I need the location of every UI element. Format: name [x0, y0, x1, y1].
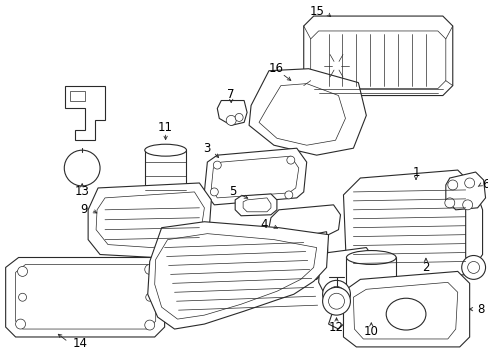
Text: 1: 1	[411, 166, 419, 179]
Text: 8: 8	[476, 303, 483, 316]
Text: 11: 11	[158, 121, 173, 134]
Polygon shape	[318, 248, 372, 294]
Polygon shape	[303, 16, 452, 95]
Circle shape	[447, 180, 457, 190]
Bar	[144, 150, 186, 200]
Circle shape	[462, 200, 472, 210]
Polygon shape	[88, 183, 211, 257]
Polygon shape	[445, 172, 485, 210]
Polygon shape	[65, 86, 105, 140]
Polygon shape	[399, 210, 449, 252]
Text: 3: 3	[203, 142, 211, 155]
Polygon shape	[96, 192, 204, 248]
Polygon shape	[268, 205, 340, 238]
Text: 16: 16	[268, 62, 283, 75]
Polygon shape	[259, 84, 345, 145]
Text: 9: 9	[80, 203, 88, 216]
Text: 7: 7	[227, 88, 234, 101]
Circle shape	[213, 161, 221, 169]
Circle shape	[226, 116, 236, 125]
Ellipse shape	[144, 144, 186, 156]
Text: 4: 4	[260, 218, 267, 231]
Polygon shape	[465, 196, 482, 261]
Polygon shape	[343, 271, 468, 347]
Circle shape	[328, 293, 344, 309]
Text: 13: 13	[75, 185, 89, 198]
Circle shape	[64, 150, 100, 186]
Polygon shape	[204, 148, 306, 205]
Text: 10: 10	[363, 324, 378, 338]
Text: 12: 12	[328, 320, 344, 334]
Polygon shape	[392, 202, 457, 257]
Polygon shape	[211, 156, 298, 198]
Ellipse shape	[346, 312, 395, 326]
Polygon shape	[217, 100, 246, 125]
Circle shape	[18, 266, 27, 276]
Polygon shape	[310, 31, 445, 89]
Polygon shape	[328, 304, 343, 329]
Text: 5: 5	[229, 185, 236, 198]
Circle shape	[322, 287, 350, 315]
Text: 14: 14	[73, 337, 87, 350]
Circle shape	[440, 244, 450, 253]
Circle shape	[144, 265, 154, 274]
Bar	[346, 257, 395, 319]
Circle shape	[464, 178, 474, 188]
Circle shape	[328, 286, 344, 302]
Circle shape	[461, 256, 485, 279]
Circle shape	[444, 198, 454, 208]
Circle shape	[16, 319, 25, 329]
Polygon shape	[353, 282, 457, 339]
Polygon shape	[248, 69, 366, 155]
Polygon shape	[243, 198, 270, 212]
Text: 6: 6	[481, 179, 488, 192]
Polygon shape	[343, 170, 475, 284]
Text: 2: 2	[421, 261, 429, 274]
Polygon shape	[154, 234, 316, 319]
Ellipse shape	[386, 298, 425, 330]
Circle shape	[144, 320, 154, 330]
Circle shape	[322, 280, 350, 308]
Circle shape	[235, 113, 243, 121]
Ellipse shape	[346, 251, 395, 265]
Polygon shape	[280, 232, 328, 282]
Circle shape	[397, 243, 407, 252]
Circle shape	[19, 293, 26, 301]
Polygon shape	[16, 265, 155, 329]
Circle shape	[467, 261, 479, 273]
Polygon shape	[147, 222, 328, 329]
Circle shape	[286, 156, 294, 164]
Circle shape	[210, 188, 218, 196]
Circle shape	[440, 207, 450, 217]
Bar	[70, 91, 85, 100]
Text: 15: 15	[308, 5, 324, 18]
Circle shape	[145, 293, 153, 301]
Circle shape	[400, 209, 410, 219]
Ellipse shape	[144, 194, 186, 206]
Polygon shape	[6, 257, 164, 337]
Circle shape	[285, 191, 292, 199]
Polygon shape	[235, 194, 276, 216]
